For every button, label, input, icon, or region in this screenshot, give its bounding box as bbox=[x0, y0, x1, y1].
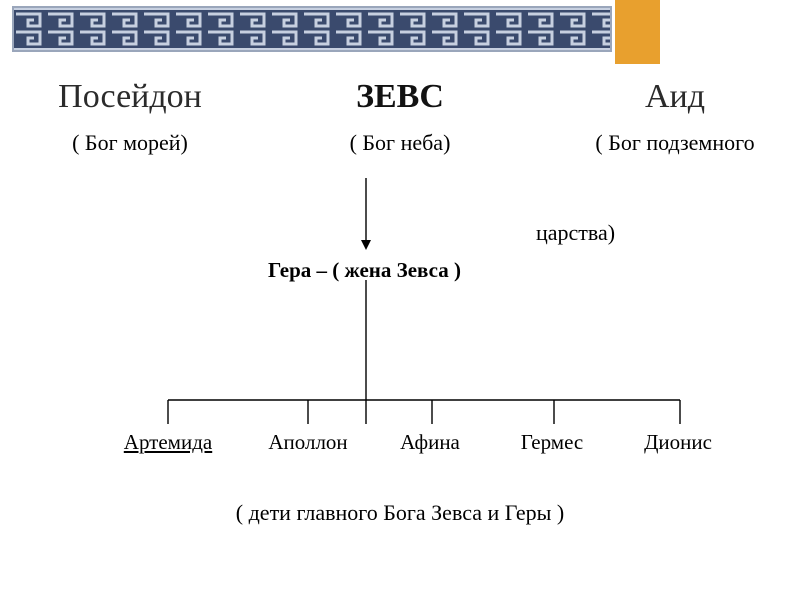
poseidon-sub: ( Бог морей) bbox=[0, 130, 260, 156]
child-1: Аполлон bbox=[268, 430, 347, 455]
hades-sub2: царства) bbox=[536, 220, 615, 246]
child-4: Дионис bbox=[644, 430, 712, 455]
poseidon-name: Посейдон bbox=[0, 78, 260, 116]
gold-stripe bbox=[615, 0, 660, 64]
col-hades: Аид ( Бог подземного bbox=[550, 78, 800, 156]
banner-pattern bbox=[14, 8, 610, 50]
child-3: Гермес bbox=[521, 430, 584, 455]
hades-sub: ( Бог подземного bbox=[550, 130, 800, 156]
hades-name: Аид bbox=[550, 78, 800, 116]
titles-row: Посейдон ( Бог морей) ЗЕВС ( Бог неба) А… bbox=[0, 78, 800, 156]
top-pattern-banner bbox=[12, 6, 612, 52]
child-0: Артемида bbox=[124, 430, 212, 455]
child-2: Афина bbox=[400, 430, 460, 455]
stage: Посейдон ( Бог морей) ЗЕВС ( Бог неба) А… bbox=[0, 0, 800, 600]
caption: ( дети главного Бога Зевса и Геры ) bbox=[0, 500, 800, 526]
zeus-sub: ( Бог неба) bbox=[270, 130, 530, 156]
hera-label: Гера – ( жена Зевса ) bbox=[268, 258, 461, 283]
col-zeus: ЗЕВС ( Бог неба) bbox=[270, 78, 530, 156]
col-poseidon: Посейдон ( Бог морей) bbox=[0, 78, 260, 156]
zeus-name: ЗЕВС bbox=[270, 78, 530, 116]
